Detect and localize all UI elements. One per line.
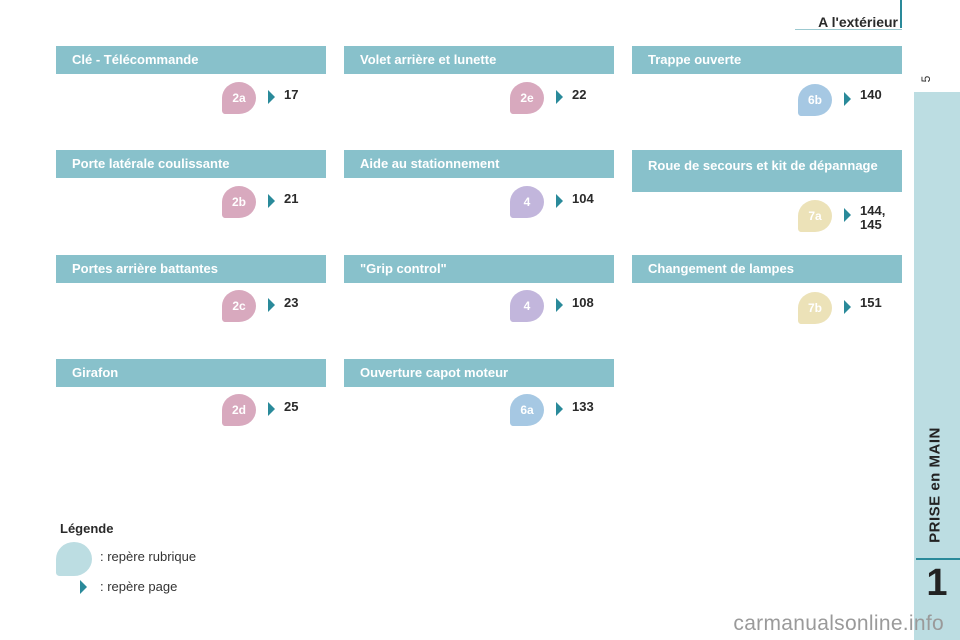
section-title: Porte latérale coulissante: [56, 150, 326, 178]
section-badge: 4: [510, 186, 544, 218]
header-accent-rule: [900, 0, 902, 28]
section-badge: 7b: [798, 292, 832, 324]
section-badge: 2b: [222, 186, 256, 218]
header-underline: [795, 29, 902, 30]
page-ref[interactable]: 25: [284, 399, 299, 414]
chapter-rule: [916, 558, 960, 560]
page-ref[interactable]: 151: [860, 295, 882, 310]
legend-arrow-text: : repère page: [100, 579, 178, 594]
page-ref[interactable]: 21: [284, 191, 299, 206]
page-ref-line-2[interactable]: 145: [860, 217, 882, 232]
page-arrow-icon: [844, 300, 851, 314]
section-capot-moteur[interactable]: Ouverture capot moteur: [344, 359, 614, 387]
page-ref-line-1[interactable]: 144,: [860, 203, 886, 218]
section-title: Girafon: [56, 359, 326, 387]
section-badge: 2c: [222, 290, 256, 322]
watermark: carmanualsonline.info: [733, 612, 944, 635]
page-arrow-icon: [268, 298, 275, 312]
legend-title: Légende: [60, 521, 114, 536]
page-arrow-icon: [556, 194, 563, 208]
chapter-label: PRISE en MAIN: [926, 427, 944, 543]
section-title: Clé - Télécommande: [56, 46, 326, 74]
section-girafon[interactable]: Girafon: [56, 359, 326, 387]
page-arrow-icon: [268, 402, 275, 416]
page-header-title: A l'extérieur: [818, 14, 898, 30]
section-title: Roue de secours et kit de dépannage: [632, 150, 902, 192]
page-ref[interactable]: 104: [572, 191, 594, 206]
section-title: Volet arrière et lunette: [344, 46, 614, 74]
page-arrow-icon: [268, 194, 275, 208]
legend-arrow-icon: [80, 580, 87, 594]
section-title: Changement de lampes: [632, 255, 902, 283]
section-title: Aide au stationnement: [344, 150, 614, 178]
section-volet-arriere[interactable]: Volet arrière et lunette: [344, 46, 614, 74]
section-cle-telecommande[interactable]: Clé - Télécommande: [56, 46, 326, 74]
chapter-sidebar: [914, 92, 960, 640]
section-title: Trappe ouverte: [632, 46, 902, 74]
page-arrow-icon: [556, 402, 563, 416]
section-portes-arriere[interactable]: Portes arrière battantes: [56, 255, 326, 283]
page-ref[interactable]: 133: [572, 399, 594, 414]
page-arrow-icon: [556, 90, 563, 104]
section-changement-lampes[interactable]: Changement de lampes: [632, 255, 902, 283]
legend-badge-text: : repère rubrique: [100, 549, 197, 564]
section-badge: 2e: [510, 82, 544, 114]
page-arrow-icon: [556, 298, 563, 312]
section-title: Portes arrière battantes: [56, 255, 326, 283]
page-arrow-icon: [844, 92, 851, 106]
section-trappe-ouverte[interactable]: Trappe ouverte: [632, 46, 902, 74]
page-ref[interactable]: 22: [572, 87, 587, 102]
section-title: Ouverture capot moteur: [344, 359, 614, 387]
page-ref[interactable]: 108: [572, 295, 594, 310]
section-badge: 2a: [222, 82, 256, 114]
section-badge: 4: [510, 290, 544, 322]
section-badge: 6a: [510, 394, 544, 426]
page-ref[interactable]: 140: [860, 87, 882, 102]
page-ref[interactable]: 17: [284, 87, 299, 102]
page-ref[interactable]: 23: [284, 295, 299, 310]
section-title: "Grip control": [344, 255, 614, 283]
section-grip-control[interactable]: "Grip control": [344, 255, 614, 283]
page-arrow-icon: [268, 90, 275, 104]
section-aide-stationnement[interactable]: Aide au stationnement: [344, 150, 614, 178]
section-badge: 7a: [798, 200, 832, 232]
page-arrow-icon: [844, 208, 851, 222]
section-badge: 2d: [222, 394, 256, 426]
legend-badge-icon: [56, 542, 92, 576]
section-porte-laterale[interactable]: Porte latérale coulissante: [56, 150, 326, 178]
page-number: 5: [919, 75, 933, 83]
section-badge: 6b: [798, 84, 832, 116]
chapter-number: 1: [926, 562, 948, 604]
section-roue-secours[interactable]: Roue de secours et kit de dépannage: [632, 150, 902, 192]
